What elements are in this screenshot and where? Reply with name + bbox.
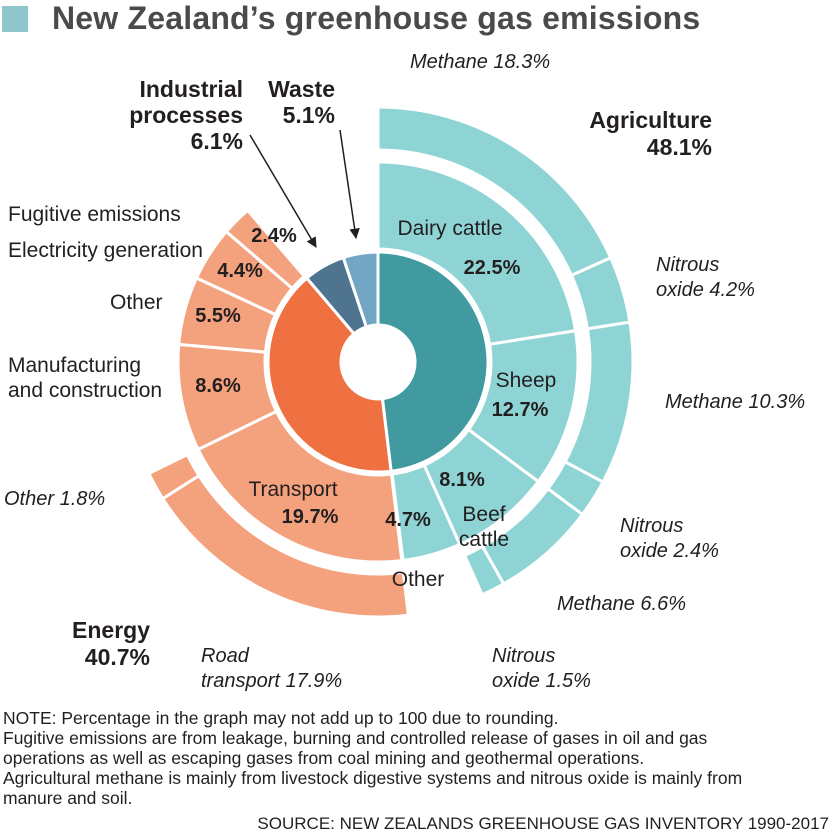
sector-arc-agriculture <box>376 250 490 473</box>
sub-value-transport: 19.7% <box>282 506 339 528</box>
sub-label-manufacturing: Manufacturing and construction <box>8 354 162 402</box>
sub-value-other-agri: 4.7% <box>385 509 431 531</box>
sector-arc-energy <box>266 276 393 474</box>
sub-value-manufacturing: 8.6% <box>195 375 241 397</box>
note-line: operations as well as escaping gases fro… <box>3 748 645 768</box>
sector-value-waste: 5.1% <box>283 102 335 128</box>
notes: NOTE: Percentage in the graph may not ad… <box>3 708 835 808</box>
sub-label-sheep: Sheep <box>496 369 557 392</box>
sector-value-industrial: 6.1% <box>191 128 243 154</box>
gas-arc-beef-cattle-nitrous-oxide <box>463 544 506 597</box>
gas-label-dairy-methane: Methane 18.3% <box>410 51 550 73</box>
gas-label-sheep-methane: Methane 10.3% <box>665 391 805 413</box>
sub-value-beef-cattle: 8.1% <box>439 469 485 491</box>
sub-arc-fugitive-emissions <box>224 208 306 290</box>
gas-label-sheep-nitrous: Nitrous oxide 2.4% <box>620 515 719 562</box>
note-line: manure and soil. <box>3 788 133 808</box>
leader-arrows <box>249 129 360 248</box>
note-line: NOTE: Percentage in the graph may not ad… <box>3 708 559 728</box>
gas-label-dairy-nitrous: Nitrous oxide 4.2% <box>656 254 755 301</box>
sub-arc-dairy-cattle <box>376 160 578 346</box>
sub-arc-transport <box>196 409 404 564</box>
gas-arc-transport-other <box>147 453 201 501</box>
chart-arcs <box>147 105 635 619</box>
sub-value-sheep: 12.7% <box>492 399 549 421</box>
sub-label-transport: Transport <box>248 478 337 501</box>
sector-value-agriculture: 48.1% <box>647 134 712 160</box>
gas-label-beef-methane: Methane 6.6% <box>557 593 686 615</box>
gas-label-transport-other: Other 1.8% <box>4 488 105 510</box>
sub-label-other-agri: Other <box>392 568 445 591</box>
sector-arc-waste <box>341 250 380 329</box>
sector-label-energy: Energy <box>72 617 150 643</box>
sub-label-fugitive: Fugitive emissions <box>8 203 181 226</box>
sunburst-chart: Dairy cattle 22.5% Sheep 12.7% 8.1% Beef cattl… <box>4 51 805 692</box>
chart-labels: Dairy cattle 22.5% Sheep 12.7% 8.1% Beef cattl… <box>4 51 805 692</box>
sector-label-industrial: Industrial processes <box>129 76 243 128</box>
sub-value-other-energy: 5.5% <box>195 305 241 327</box>
note-line: Agricultural methane is mainly from live… <box>3 768 743 788</box>
sector-label-agriculture: Agriculture <box>589 107 712 133</box>
sub-label-other-energy: Other <box>110 291 163 314</box>
center-hole <box>342 326 414 398</box>
sub-label-dairy-cattle: Dairy cattle <box>397 217 502 240</box>
title-square-icon <box>2 6 28 32</box>
sub-value-dairy-cattle: 22.5% <box>464 257 521 279</box>
sub-value-electricity: 4.4% <box>217 260 263 282</box>
gas-label-road-transport: Road transport 17.9% <box>201 645 342 692</box>
chart-title: New Zealand’s greenhouse gas emissions <box>52 0 701 36</box>
note-line: Fugitive emissions are from leakage, bur… <box>3 728 708 748</box>
gas-label-beef-nitrous: Nitrous oxide 1.5% <box>492 645 591 692</box>
source-note: SOURCE: NEW ZEALANDS GREENHOUSE GAS INVE… <box>257 814 829 833</box>
sector-label-waste: Waste <box>268 76 335 102</box>
sub-label-electricity: Electricity generation <box>8 239 203 262</box>
arrow-industrial <box>249 134 317 248</box>
sector-value-energy: 40.7% <box>85 644 150 670</box>
sub-label-beef-cattle: Beef cattle <box>459 503 509 551</box>
arrow-waste <box>339 129 360 240</box>
sub-value-fugitive: 2.4% <box>251 225 297 247</box>
